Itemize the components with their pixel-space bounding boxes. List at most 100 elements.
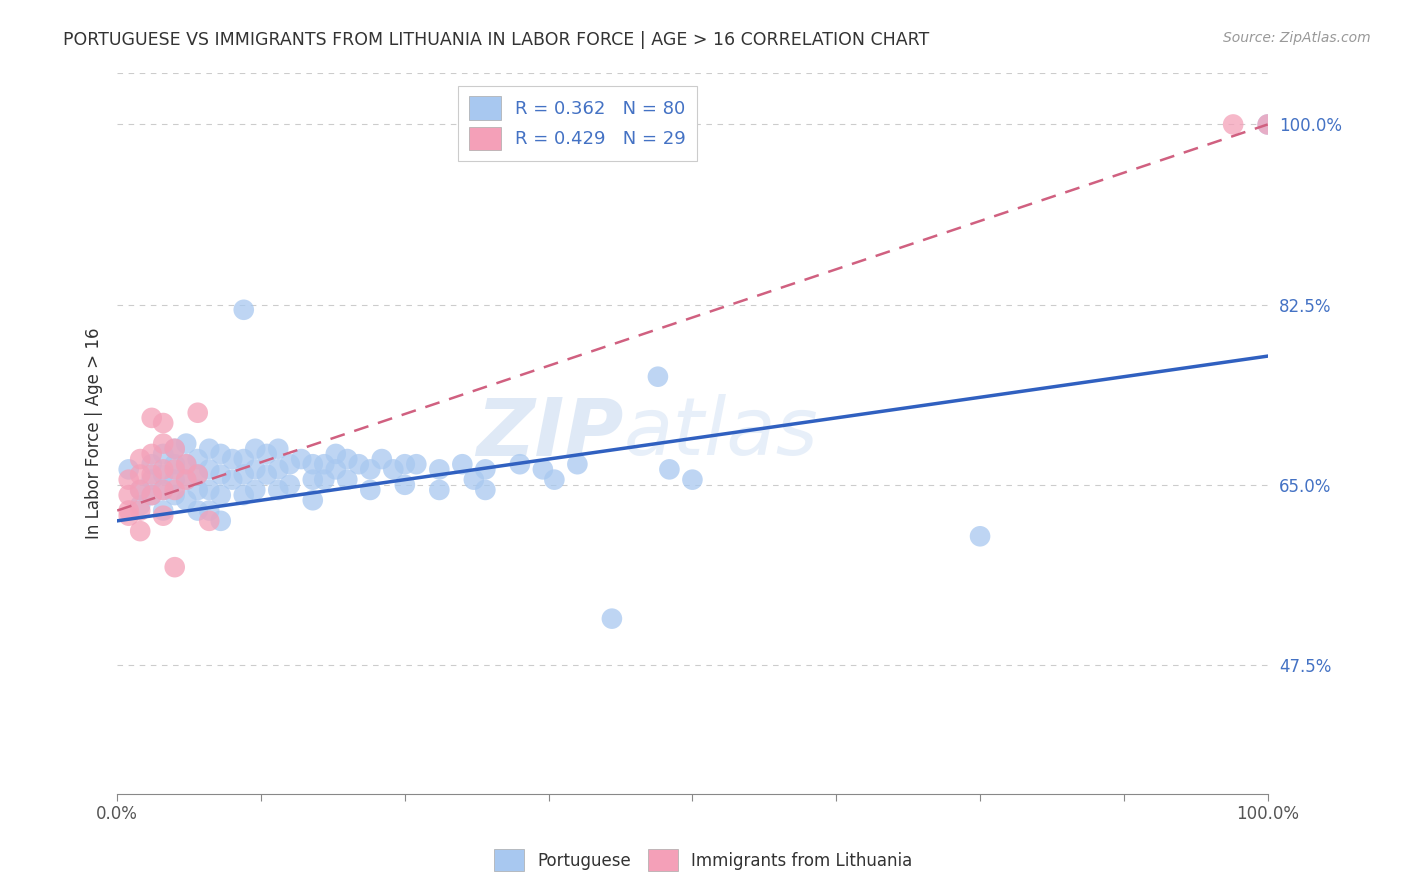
- Point: [198, 442, 221, 456]
- Point: [278, 457, 301, 471]
- Point: [301, 457, 323, 471]
- Point: [209, 467, 232, 482]
- Point: [256, 447, 278, 461]
- Text: PORTUGUESE VS IMMIGRANTS FROM LITHUANIA IN LABOR FORCE | AGE > 16 CORRELATION CH: PORTUGUESE VS IMMIGRANTS FROM LITHUANIA …: [63, 31, 929, 49]
- Point: [163, 560, 186, 574]
- Point: [152, 503, 174, 517]
- Legend: Portuguese, Immigrants from Lithuania: Portuguese, Immigrants from Lithuania: [485, 841, 921, 880]
- Point: [174, 457, 197, 471]
- Point: [1257, 118, 1279, 132]
- Point: [163, 488, 186, 502]
- Point: [118, 462, 141, 476]
- Point: [141, 488, 163, 502]
- Y-axis label: In Labor Force | Age > 16: In Labor Force | Age > 16: [86, 327, 103, 539]
- Point: [152, 462, 174, 476]
- Point: [394, 457, 416, 471]
- Point: [347, 457, 370, 471]
- Point: [451, 457, 474, 471]
- Point: [245, 462, 267, 476]
- Point: [141, 457, 163, 471]
- Point: [129, 524, 152, 538]
- Point: [209, 488, 232, 502]
- Point: [232, 302, 254, 317]
- Point: [152, 447, 174, 461]
- Point: [118, 488, 141, 502]
- Point: [129, 499, 152, 513]
- Point: [290, 452, 312, 467]
- Point: [141, 447, 163, 461]
- Point: [325, 447, 347, 461]
- Point: [336, 473, 359, 487]
- Point: [174, 493, 197, 508]
- Point: [232, 452, 254, 467]
- Point: [301, 493, 323, 508]
- Point: [141, 473, 163, 487]
- Point: [174, 436, 197, 450]
- Point: [198, 514, 221, 528]
- Point: [141, 488, 163, 502]
- Point: [152, 483, 174, 497]
- Point: [152, 483, 174, 497]
- Point: [141, 467, 163, 482]
- Point: [118, 508, 141, 523]
- Point: [314, 457, 336, 471]
- Point: [278, 478, 301, 492]
- Point: [163, 462, 186, 476]
- Point: [314, 473, 336, 487]
- Point: [267, 442, 290, 456]
- Point: [245, 483, 267, 497]
- Point: [198, 503, 221, 517]
- Point: [174, 457, 197, 471]
- Point: [267, 483, 290, 497]
- Point: [129, 483, 152, 497]
- Point: [163, 473, 186, 487]
- Point: [152, 508, 174, 523]
- Point: [531, 462, 554, 476]
- Point: [152, 467, 174, 482]
- Point: [427, 483, 450, 497]
- Text: Source: ZipAtlas.com: Source: ZipAtlas.com: [1223, 31, 1371, 45]
- Point: [336, 452, 359, 467]
- Point: [647, 369, 669, 384]
- Point: [427, 462, 450, 476]
- Point: [187, 467, 209, 482]
- Point: [359, 462, 381, 476]
- Point: [187, 452, 209, 467]
- Point: [118, 503, 141, 517]
- Point: [969, 529, 991, 543]
- Point: [129, 467, 152, 482]
- Point: [129, 452, 152, 467]
- Point: [152, 416, 174, 430]
- Point: [198, 462, 221, 476]
- Point: [658, 462, 681, 476]
- Point: [163, 442, 186, 456]
- Point: [187, 503, 209, 517]
- Legend: R = 0.362   N = 80, R = 0.429   N = 29: R = 0.362 N = 80, R = 0.429 N = 29: [458, 86, 697, 161]
- Point: [474, 483, 496, 497]
- Point: [382, 462, 405, 476]
- Point: [209, 514, 232, 528]
- Point: [256, 467, 278, 482]
- Point: [152, 436, 174, 450]
- Point: [129, 503, 152, 517]
- Point: [187, 467, 209, 482]
- Point: [174, 473, 197, 487]
- Point: [1222, 118, 1244, 132]
- Point: [394, 478, 416, 492]
- Text: ZIP: ZIP: [477, 394, 623, 473]
- Point: [567, 457, 589, 471]
- Point: [359, 483, 381, 497]
- Point: [187, 483, 209, 497]
- Point: [509, 457, 531, 471]
- Point: [221, 452, 243, 467]
- Point: [267, 462, 290, 476]
- Point: [174, 473, 197, 487]
- Point: [232, 488, 254, 502]
- Point: [163, 457, 186, 471]
- Point: [198, 483, 221, 497]
- Point: [141, 410, 163, 425]
- Point: [681, 473, 703, 487]
- Point: [474, 462, 496, 476]
- Point: [1257, 118, 1279, 132]
- Point: [543, 473, 565, 487]
